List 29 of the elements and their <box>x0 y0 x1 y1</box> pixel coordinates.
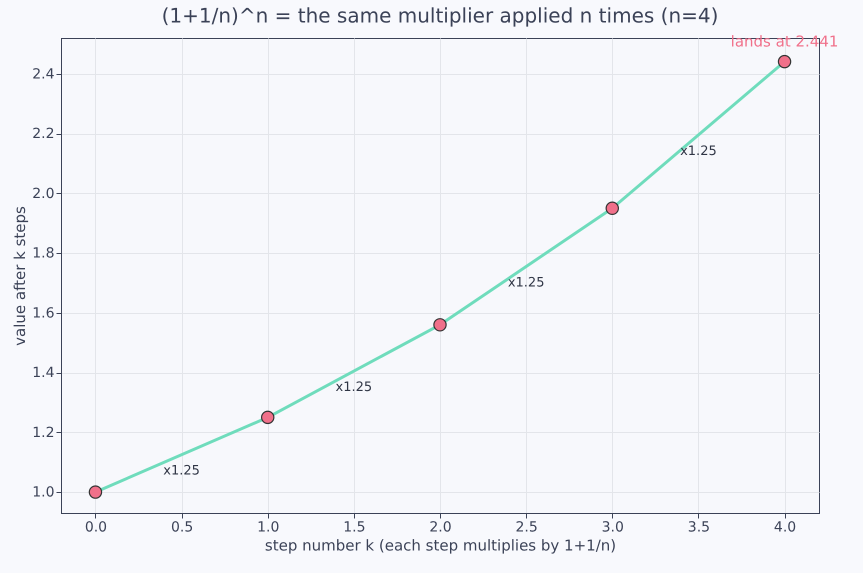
point <box>433 318 447 332</box>
chart-title: (1+1/n)^n = the same multiplier applied n times (n=4) <box>162 4 718 28</box>
x-tick-label: 3.5 <box>688 520 710 536</box>
y-tick-label: 2.4 <box>32 66 55 82</box>
x-tick-label: 4.0 <box>774 520 796 536</box>
x-axis-title: step number k (each step multiplies by 1+1/n) <box>264 536 616 554</box>
annotation: x1.25 <box>508 276 544 291</box>
point <box>778 54 792 68</box>
y-tick-label: 1.2 <box>32 424 54 441</box>
y-tick-label: 2.0 <box>32 186 54 202</box>
x-tick-label: 2.5 <box>516 520 538 536</box>
point <box>88 485 102 499</box>
x-tick-label: 0.5 <box>170 520 194 536</box>
y-tick-label: 2.2 <box>32 126 54 142</box>
annotation: x1.25 <box>336 380 372 396</box>
annotation: x1.25 <box>163 464 200 479</box>
x-tick-label: 2.0 <box>429 520 452 536</box>
y-axis-title: value after k steps <box>11 206 30 346</box>
y-tick-label: 1.0 <box>32 484 54 501</box>
x-tick-label: 1.5 <box>343 520 366 536</box>
y-tick-label: 1.6 <box>32 305 55 322</box>
x-tick-label: 3.0 <box>602 520 624 536</box>
y-tick-label: 1.4 <box>32 365 55 382</box>
y-tick-label: 1.8 <box>32 246 54 262</box>
x-tick-label: 0.0 <box>84 520 108 536</box>
annotation: x1.25 <box>680 144 717 159</box>
point <box>606 202 619 215</box>
x-tick-label: 1.0 <box>257 520 280 536</box>
point <box>261 410 274 424</box>
